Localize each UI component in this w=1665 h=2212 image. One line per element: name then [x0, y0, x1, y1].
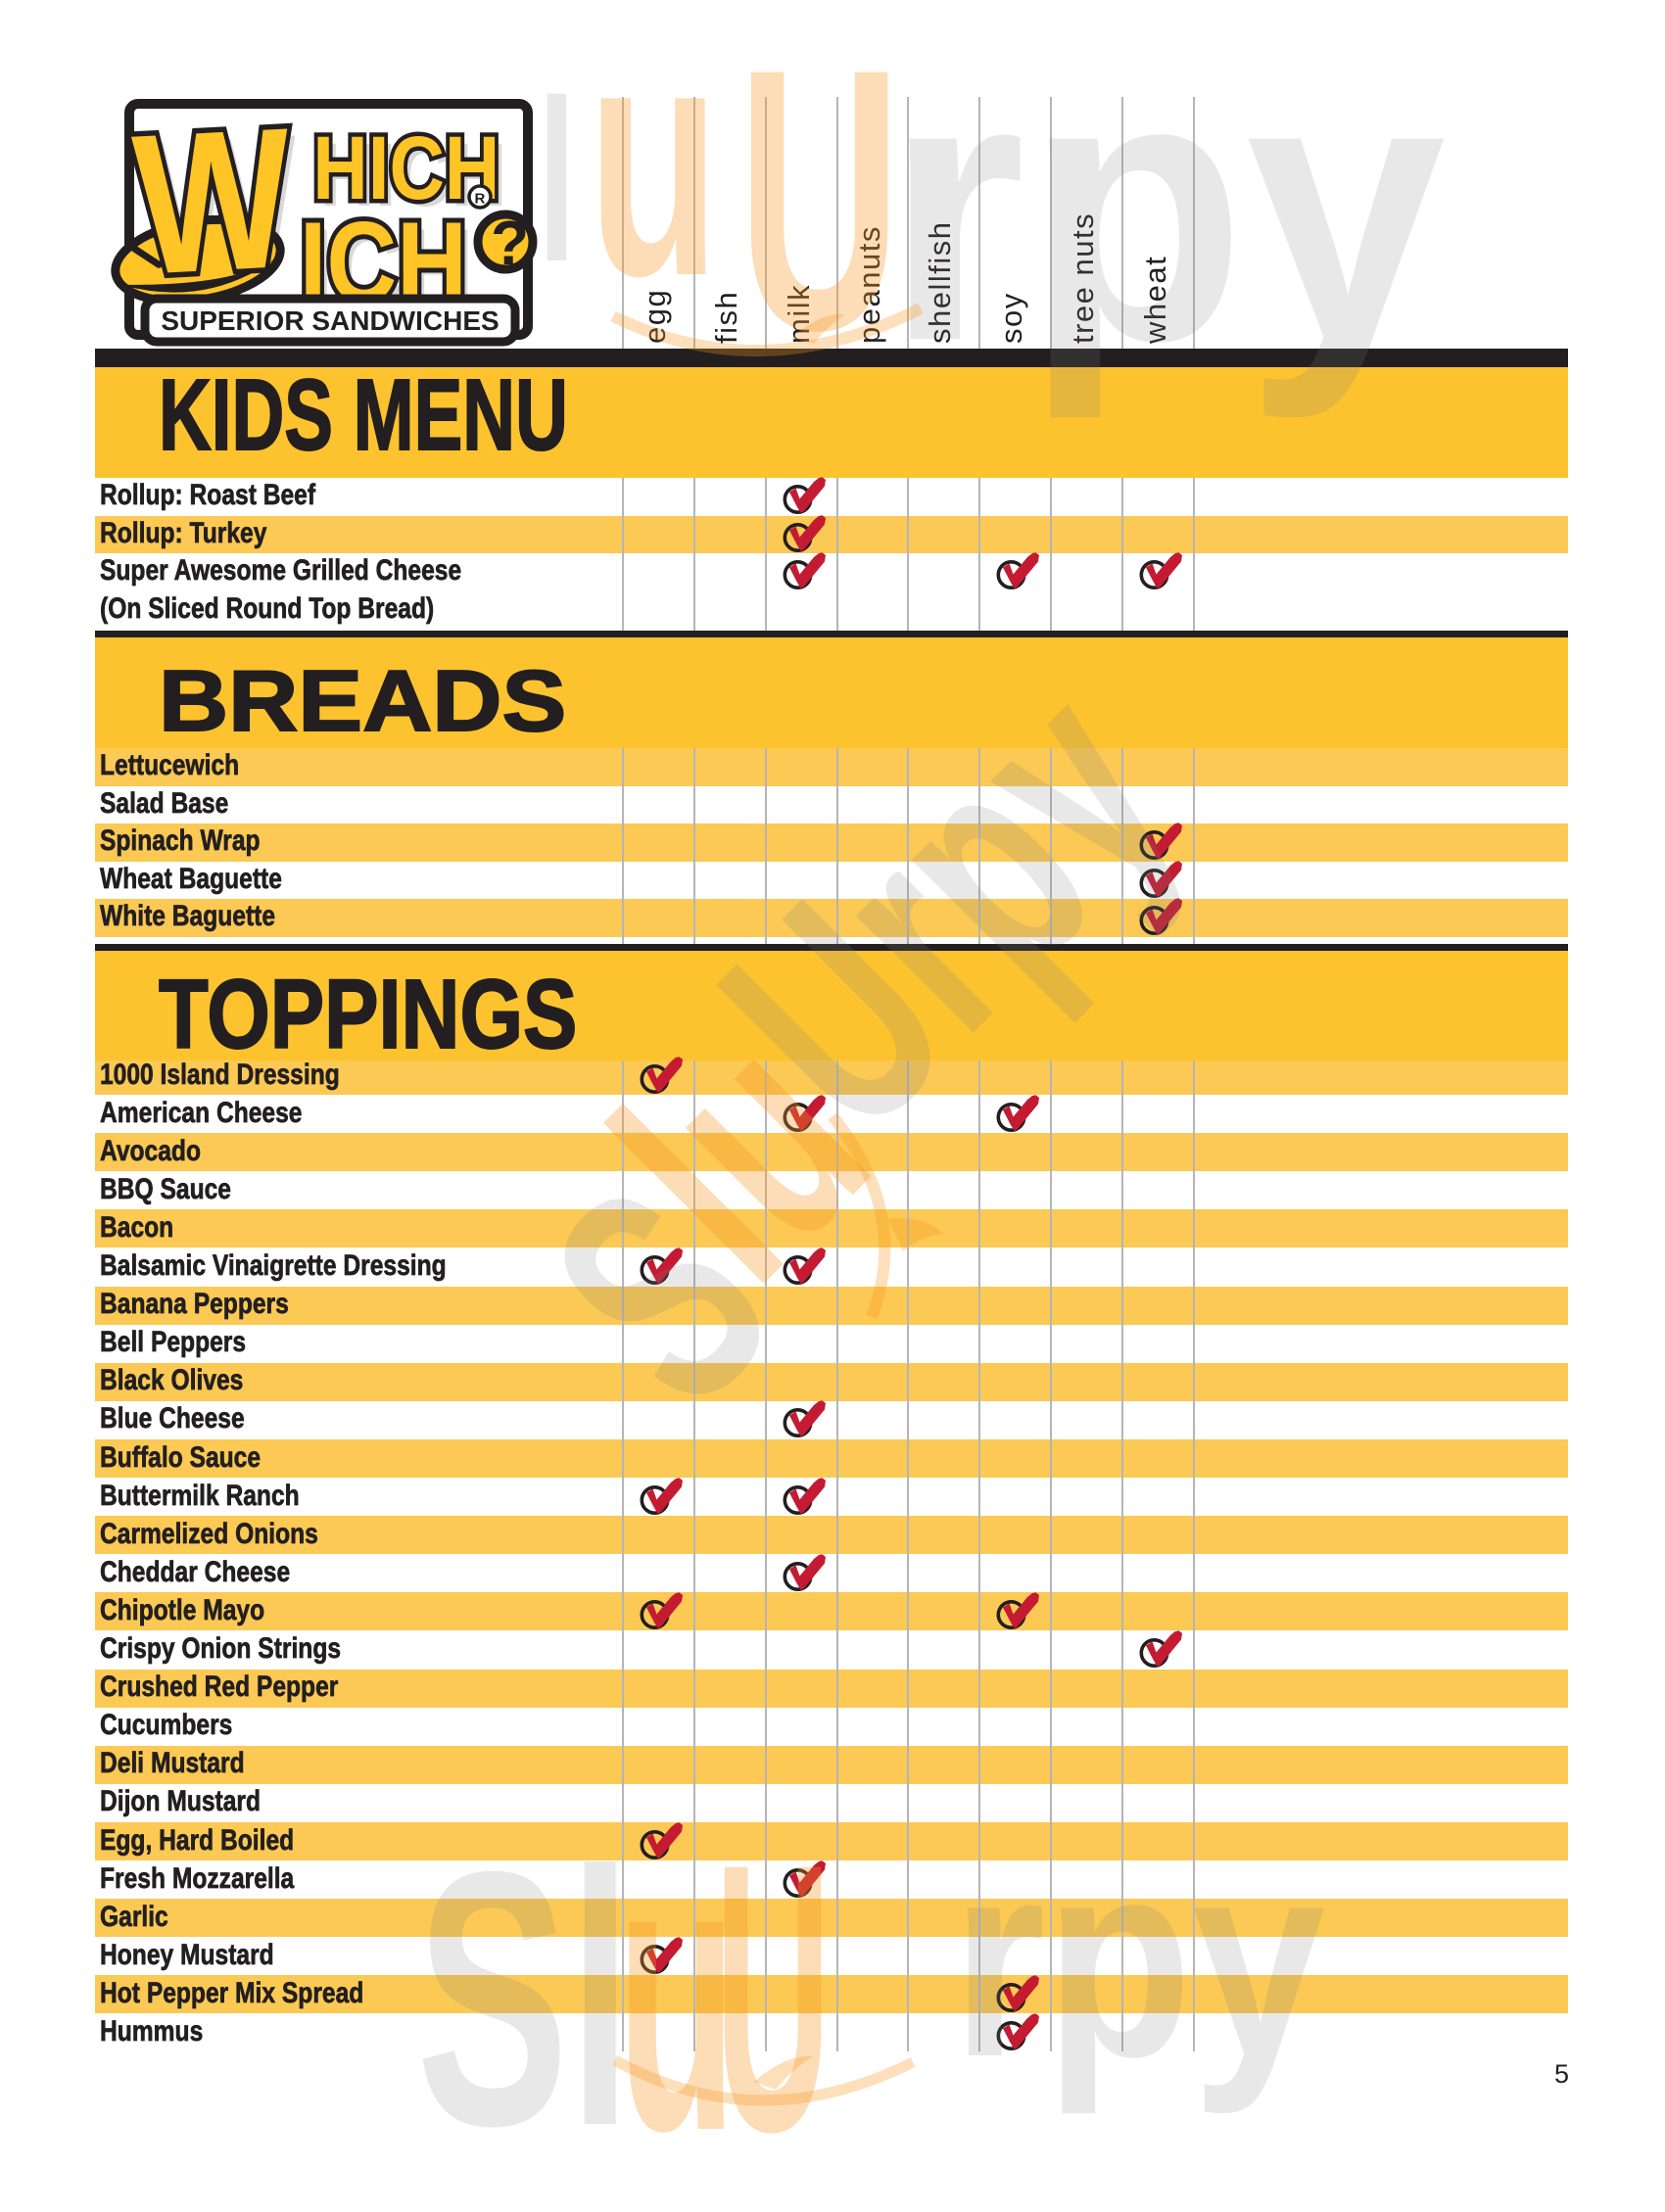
svg-text:W: W: [128, 85, 297, 317]
svg-text:HICH: HICH: [319, 125, 506, 225]
svg-text:?: ?: [491, 208, 529, 278]
svg-text:SUPERIOR SANDWICHES: SUPERIOR SANDWICHES: [161, 306, 499, 336]
svg-text:R: R: [475, 191, 486, 208]
